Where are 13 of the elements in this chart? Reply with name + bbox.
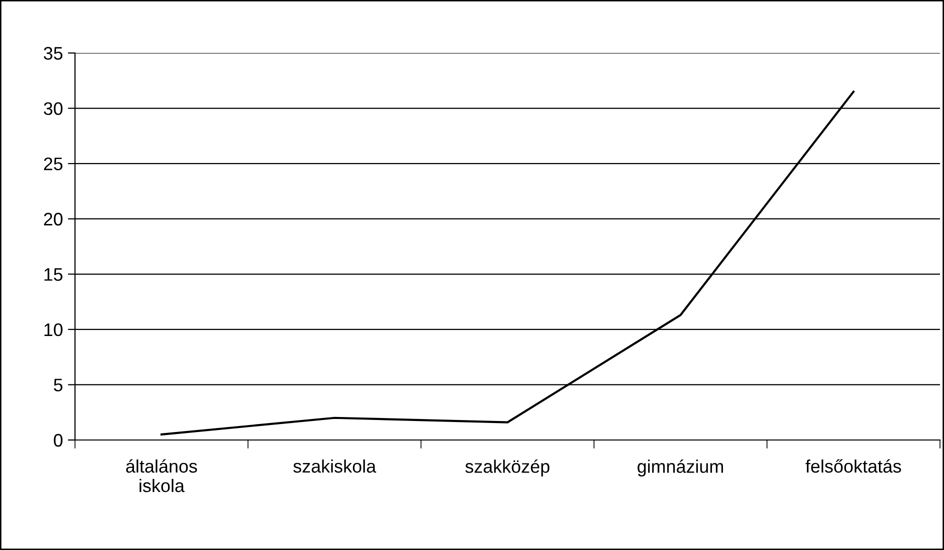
y-tick-label: 15 xyxy=(44,268,62,281)
x-tick-label: felsőoktatás xyxy=(806,459,902,473)
x-tick-label: általános iskola xyxy=(126,459,197,492)
y-tick-label: 0 xyxy=(54,434,62,447)
y-tick-label: 35 xyxy=(44,46,62,60)
y-tick-label: 25 xyxy=(44,158,62,170)
x-tick-label: szakiskola xyxy=(293,459,376,473)
y-tick-label: 20 xyxy=(44,212,62,226)
x-tick-label: gimnázium xyxy=(638,459,723,476)
y-tick-label: 5 xyxy=(54,378,62,392)
y-tick-label: 30 xyxy=(44,102,62,116)
x-tick-label: szakközép xyxy=(465,459,550,476)
y-tick-label: 10 xyxy=(44,323,62,336)
